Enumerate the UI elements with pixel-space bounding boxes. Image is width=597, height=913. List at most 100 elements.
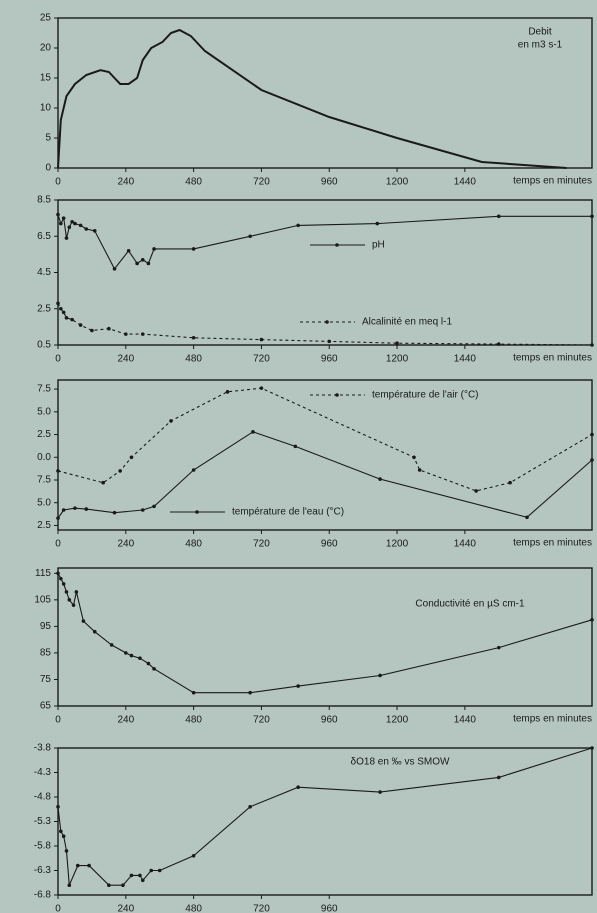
data-point	[191, 247, 196, 251]
legend-label: pH	[372, 240, 385, 251]
data-point	[146, 261, 151, 266]
chart-subtitle: en m3 s-1	[518, 40, 563, 51]
x-tick-label: 480	[185, 539, 202, 550]
x-tick-label: 240	[117, 177, 134, 188]
data-point	[378, 790, 382, 794]
data-point	[70, 219, 74, 224]
y-tick-label: 105	[34, 594, 51, 605]
data-point	[152, 504, 156, 509]
data-point	[296, 223, 300, 228]
y-tick-label: 0.5	[37, 340, 51, 351]
data-point	[56, 301, 60, 306]
data-point	[191, 690, 196, 695]
x-tick-label: 960	[321, 715, 338, 726]
y-tick-label: -5.8	[34, 841, 52, 852]
x-tick-label: 720	[253, 354, 270, 365]
data-point	[92, 229, 97, 233]
chart-title: δO18 en ‰ vs SMOW	[351, 757, 450, 768]
data-point	[112, 267, 117, 271]
y-tick-label: 15	[40, 73, 52, 84]
y-tick-label: 4.5	[37, 267, 51, 278]
data-point	[248, 690, 252, 695]
data-point	[71, 603, 76, 607]
data-point	[138, 873, 142, 878]
data-point	[56, 469, 60, 473]
x-tick-label: 0	[55, 904, 61, 913]
data-point	[126, 248, 131, 253]
y-tick-label: 5.0	[37, 406, 51, 417]
data-point	[395, 341, 399, 345]
data-point	[140, 332, 145, 336]
x-tick-label: 480	[185, 354, 202, 365]
x-tick-label: 720	[253, 715, 270, 726]
data-point	[61, 310, 66, 315]
data-point	[64, 236, 69, 240]
data-point	[61, 834, 66, 838]
x-tick-label: 960	[321, 354, 338, 365]
data-point	[191, 854, 196, 858]
legend-marker	[335, 393, 339, 397]
data-point	[129, 873, 134, 878]
data-point	[59, 829, 63, 834]
data-point	[496, 645, 501, 650]
data-point	[293, 444, 298, 449]
data-point	[92, 629, 97, 634]
data-point	[474, 489, 478, 493]
x-tick-label: 0	[55, 539, 61, 550]
legend-marker	[335, 243, 339, 247]
data-point	[590, 343, 594, 347]
y-tick-label: 8.5	[37, 195, 51, 206]
y-tick-label: 7.5	[37, 475, 51, 486]
legend-label: température de l'air (°C)	[372, 390, 479, 401]
data-point	[496, 775, 501, 780]
data-point	[296, 684, 300, 688]
data-point	[375, 221, 380, 226]
y-tick-label: 10	[40, 103, 52, 114]
y-tick-label: -6.8	[34, 890, 52, 901]
data-point	[251, 430, 255, 434]
data-line	[57, 28, 567, 169]
data-point	[124, 332, 128, 336]
data-point	[74, 590, 79, 594]
data-point	[84, 507, 89, 511]
x-tick-label: 1440	[454, 354, 477, 365]
data-point	[59, 221, 63, 226]
data-point	[87, 863, 91, 868]
data-point	[61, 216, 66, 220]
x-tick-label: 960	[321, 539, 338, 550]
data-point	[56, 516, 60, 520]
data-point	[56, 212, 60, 217]
x-tick-label: 1440	[454, 715, 477, 726]
x-tick-label: 480	[185, 904, 202, 913]
chart-title: Debit	[528, 27, 552, 38]
y-tick-label: 75	[40, 674, 52, 685]
data-point	[67, 225, 72, 229]
data-point	[70, 317, 74, 322]
x-tick-label: 1200	[386, 354, 409, 365]
x-tick-label: 0	[55, 354, 61, 365]
y-tick-label: 85	[40, 648, 52, 659]
data-point	[64, 316, 69, 320]
x-tick-label: 1200	[386, 539, 409, 550]
data-point	[590, 458, 594, 462]
x-tick-label: 720	[253, 904, 270, 913]
plot-frame	[57, 567, 593, 707]
data-point	[157, 868, 162, 873]
y-tick-label: 115	[35, 568, 51, 579]
data-point	[590, 746, 594, 750]
data-point	[67, 883, 72, 887]
data-point	[81, 619, 86, 623]
data-point	[296, 785, 300, 789]
y-tick-label: 5	[45, 133, 51, 144]
y-tick-label: 5.0	[37, 497, 51, 508]
plot-frame	[57, 379, 593, 531]
data-point	[169, 419, 173, 423]
data-point	[75, 863, 80, 868]
y-tick-label: 25	[40, 13, 52, 24]
data-point	[109, 643, 114, 647]
data-point	[378, 477, 382, 481]
data-point	[496, 214, 501, 219]
y-tick-label: -3.8	[34, 743, 52, 754]
